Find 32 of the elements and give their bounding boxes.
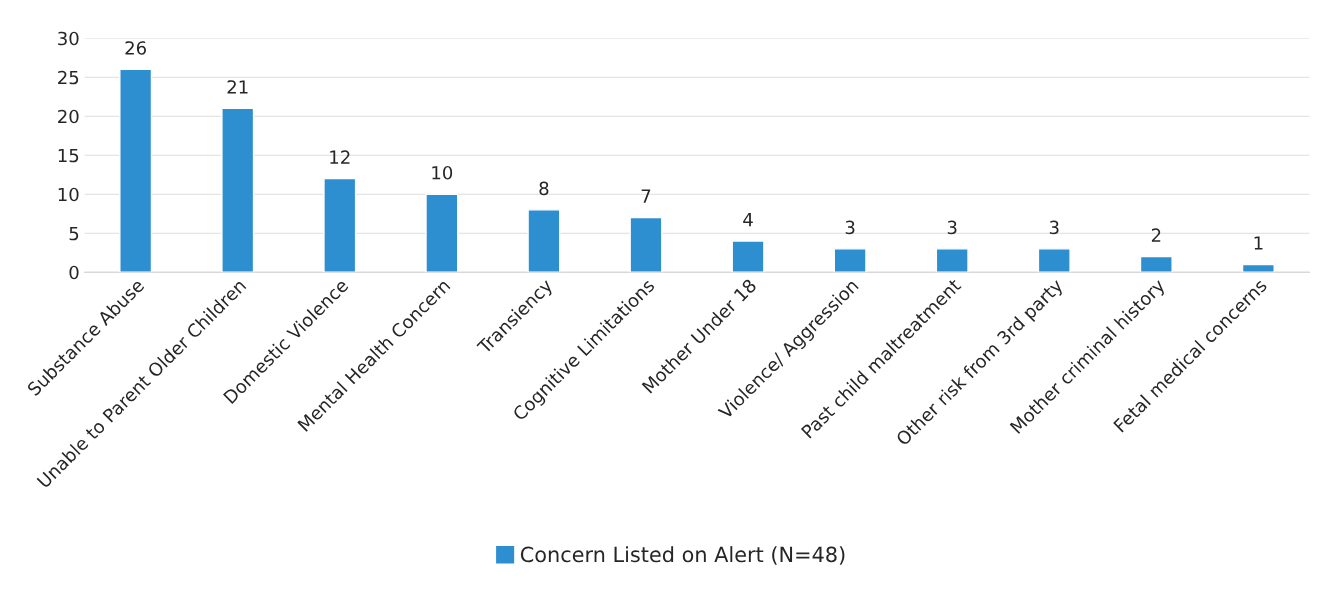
y-tick-label: 25 (58, 70, 79, 85)
bar (731, 240, 765, 273)
y-tick-label: 10 (58, 187, 79, 202)
data-label: 26 (125, 41, 146, 55)
bar (1241, 263, 1275, 273)
data-label: 4 (743, 213, 753, 227)
y-tick-label: 20 (58, 109, 79, 124)
bar (935, 248, 969, 273)
data-label: 3 (845, 220, 855, 235)
bar (833, 248, 867, 273)
bar (221, 107, 255, 273)
data-label: 2 (1151, 228, 1161, 242)
data-label: 3 (1049, 220, 1059, 235)
y-tick-label: 30 (58, 31, 79, 46)
bar (1139, 255, 1173, 273)
data-label: 7 (641, 189, 651, 203)
bar (323, 177, 357, 273)
data-label: 8 (539, 181, 549, 196)
bar (425, 193, 459, 273)
bar (119, 68, 153, 273)
bar (527, 209, 561, 273)
data-label: 1 (1254, 236, 1263, 250)
data-label: 12 (330, 150, 350, 164)
y-tick-label: 5 (69, 226, 79, 241)
bar (1037, 248, 1071, 273)
data-label: 3 (947, 220, 957, 235)
legend-label: Concern Listed on Alert (N=48) (520, 546, 845, 565)
y-tick-label: 0 (69, 265, 79, 280)
bar (629, 216, 663, 273)
data-label: 21 (227, 80, 248, 94)
data-label: 10 (432, 165, 453, 180)
y-tick-label: 15 (58, 148, 79, 163)
